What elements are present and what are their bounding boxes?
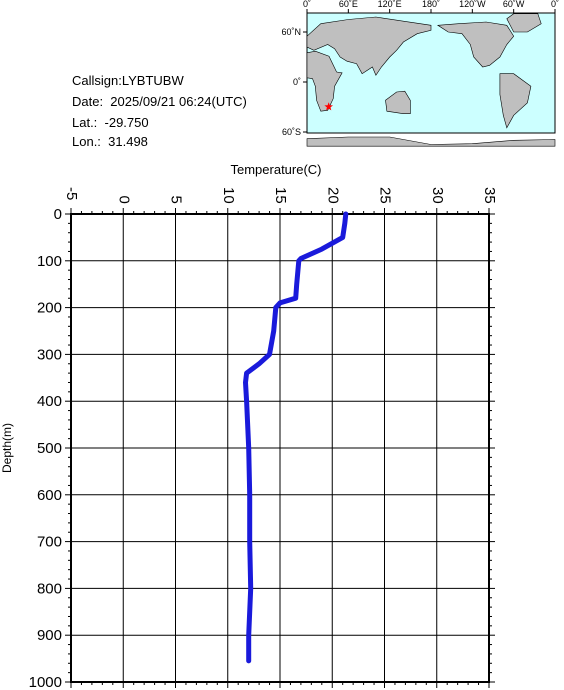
map-lon-label: 120˚W [459,0,486,9]
map-land-australia [385,90,411,114]
x-tick-label: 0 [115,196,132,204]
map-lon-label: 0˚ [551,0,559,9]
x-tick-label: 10 [220,187,237,204]
callsign-label: Callsign:LYBTUBW [72,73,184,88]
temperature-profile-line [243,211,349,664]
y-tick-label: 900 [37,627,62,644]
x-tick-label: 30 [429,187,446,204]
map-lon-label: 120˚E [378,0,402,9]
latitude-label: Lat.: -29.750 [72,115,149,130]
map-land-antarctica [306,136,556,147]
plot-frame [70,213,490,683]
y-tick-label: 500 [37,440,62,457]
map-lon-label: 60˚E [339,0,358,9]
x-tick-label: -5 [63,187,80,200]
y-tick-label: 0 [54,206,62,223]
map-land-greenland [506,13,542,33]
y-tick-label: 400 [37,393,62,410]
map-land-africa [306,50,343,112]
star-icon [324,102,333,111]
y-tick-label: 100 [37,253,62,270]
y-tick-label: 800 [37,580,62,597]
x-tick-label: 35 [481,187,498,204]
map-lat-label: 60˚S [282,127,301,137]
date-label: Date: 2025/09/21 06:24(UTC) [72,94,247,109]
y-tick-label: 300 [37,346,62,363]
map-lat-label: 60˚N [281,27,301,37]
x-tick-label: 5 [168,196,185,204]
x-axis-label: Temperature(C) [230,162,321,177]
map-land-north-america [436,21,515,68]
y-tick-label: 200 [37,300,62,317]
x-tick-label: 15 [272,187,289,204]
y-tick-label: 600 [37,487,62,504]
map-lon-label: 60˚W [503,0,525,9]
y-tick-label: 1000 [29,674,62,690]
y-axis-label: Depth(m) [0,423,14,473]
map-lon-label: 0˚ [303,0,311,9]
map-land-eurasia [306,16,432,76]
map-land-south-america [499,73,532,129]
x-tick-label: 25 [377,187,394,204]
x-tick-label: 20 [324,187,341,204]
y-tick-label: 700 [37,534,62,551]
longitude-label: Lon.: 31.498 [72,134,148,149]
location-map: 0˚ 60˚E 120˚E 180˚ 120˚W 60˚W 0˚ 60˚N 0˚ 60˚S [281,0,559,147]
map-lon-label: 180˚ [422,0,440,9]
map-lat-label: 0˚ [293,77,301,87]
